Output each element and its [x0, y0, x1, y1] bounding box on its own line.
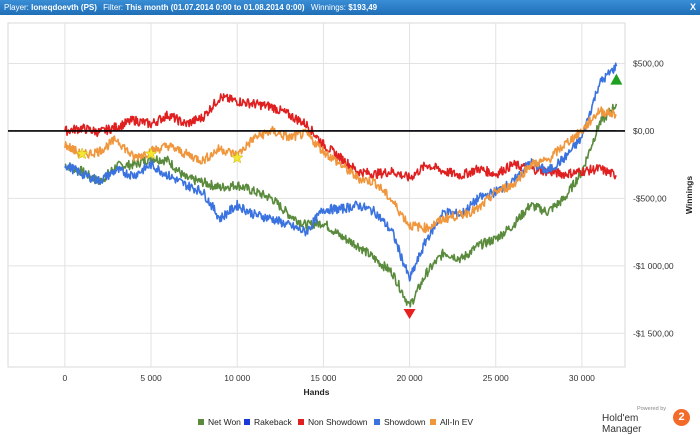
brand-name: Hold'em Manager — [602, 413, 642, 435]
x-tick-label: 0 — [63, 373, 68, 383]
brand-logo: Powered by Hold'em Manager 2 — [602, 404, 692, 435]
plot-area — [7, 22, 626, 368]
series-line-net-won — [64, 103, 618, 308]
x-axis-title: Hands — [304, 387, 330, 397]
x-tick-label: 10 000 — [224, 373, 250, 383]
legend-item-non-showdown[interactable]: Non Showdown — [298, 417, 368, 427]
legend-swatch — [430, 419, 436, 425]
y-tick-label: -$500,00 — [633, 193, 667, 203]
y-tick-label: $0,00 — [633, 126, 655, 136]
winnings-label: Winnings: — [310, 3, 346, 12]
x-tick-label: 20 000 — [397, 373, 423, 383]
min-marker-icon — [403, 309, 416, 320]
filter-bar: Player: Ioneqdoevth (PS) Filter: This mo… — [0, 0, 700, 15]
powered-by-text: Powered by — [636, 406, 666, 412]
legend-swatch — [298, 419, 304, 425]
max-marker-icon — [610, 73, 623, 85]
y-tick-label: -$1 000,00 — [633, 261, 674, 271]
series-line-all-in-ev — [64, 106, 617, 234]
series-line-non-showdown — [64, 93, 617, 182]
x-tick-label: 5 000 — [140, 373, 162, 383]
y-tick-label: $500,00 — [633, 58, 664, 68]
filter-value: This month (01.07.2014 0:00 to 01.08.201… — [125, 3, 305, 12]
star-marker-icon — [230, 151, 244, 164]
player-label: Player: — [4, 3, 29, 12]
legend-swatch — [244, 419, 250, 425]
legend-swatch — [198, 419, 204, 425]
legend-swatch — [374, 419, 380, 425]
winnings-value: $193,49 — [348, 3, 378, 12]
y-axis-title: Winnings — [684, 176, 694, 214]
star-marker-icon — [75, 147, 89, 160]
player-value: Ioneqdoevth (PS) — [31, 3, 97, 12]
legend-item-rakeback[interactable]: Rakeback — [244, 417, 292, 427]
x-tick-label: 30 000 — [569, 373, 595, 383]
chart-legend: Net Won Rakeback Non Showdown Showdown A… — [0, 410, 700, 432]
close-icon[interactable]: X — [689, 2, 696, 12]
filter-label: Filter: — [103, 3, 124, 12]
hem2-logo-icon: 2 — [673, 409, 690, 426]
legend-item-all-in-ev[interactable]: All-In EV — [430, 417, 473, 427]
star-marker-icon — [144, 147, 158, 160]
winnings-chart: 0 5 000 10 000 15 000 20 000 25 000 30 000 -$1 … — [7, 22, 694, 397]
y-tick-label: -$1 500,00 — [633, 328, 674, 338]
legend-item-net-won[interactable]: Net Won — [198, 417, 241, 427]
x-tick-label: 25 000 — [483, 373, 509, 383]
x-tick-label: 15 000 — [310, 373, 336, 383]
legend-item-showdown[interactable]: Showdown — [374, 417, 426, 427]
